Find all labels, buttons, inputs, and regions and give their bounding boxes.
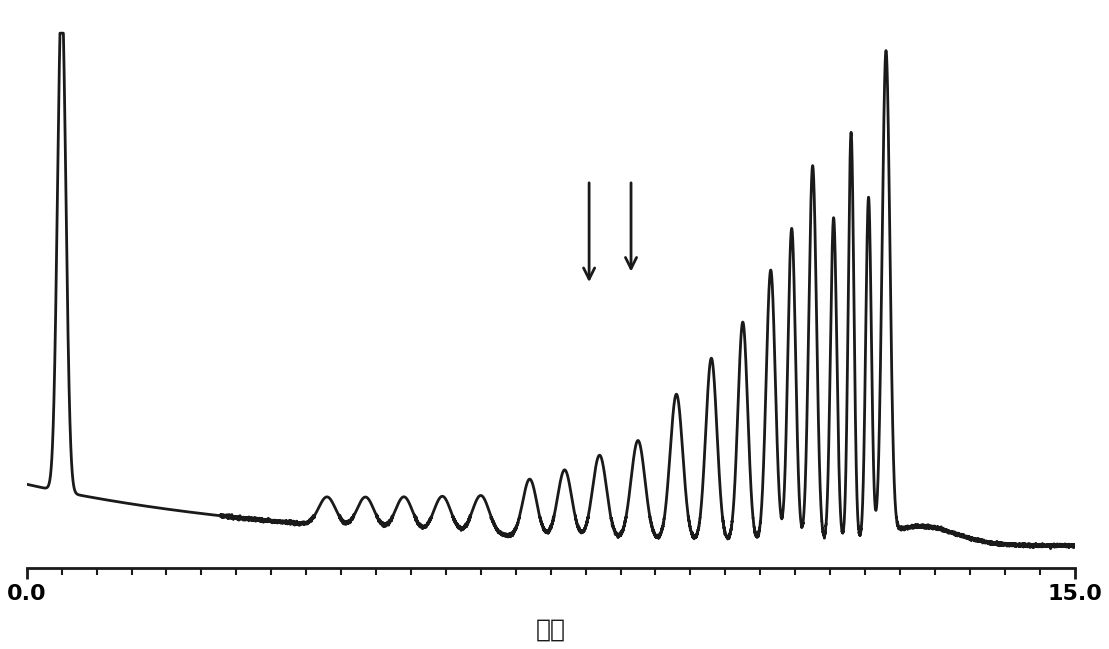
X-axis label: 分钟: 分钟 [536,618,566,642]
